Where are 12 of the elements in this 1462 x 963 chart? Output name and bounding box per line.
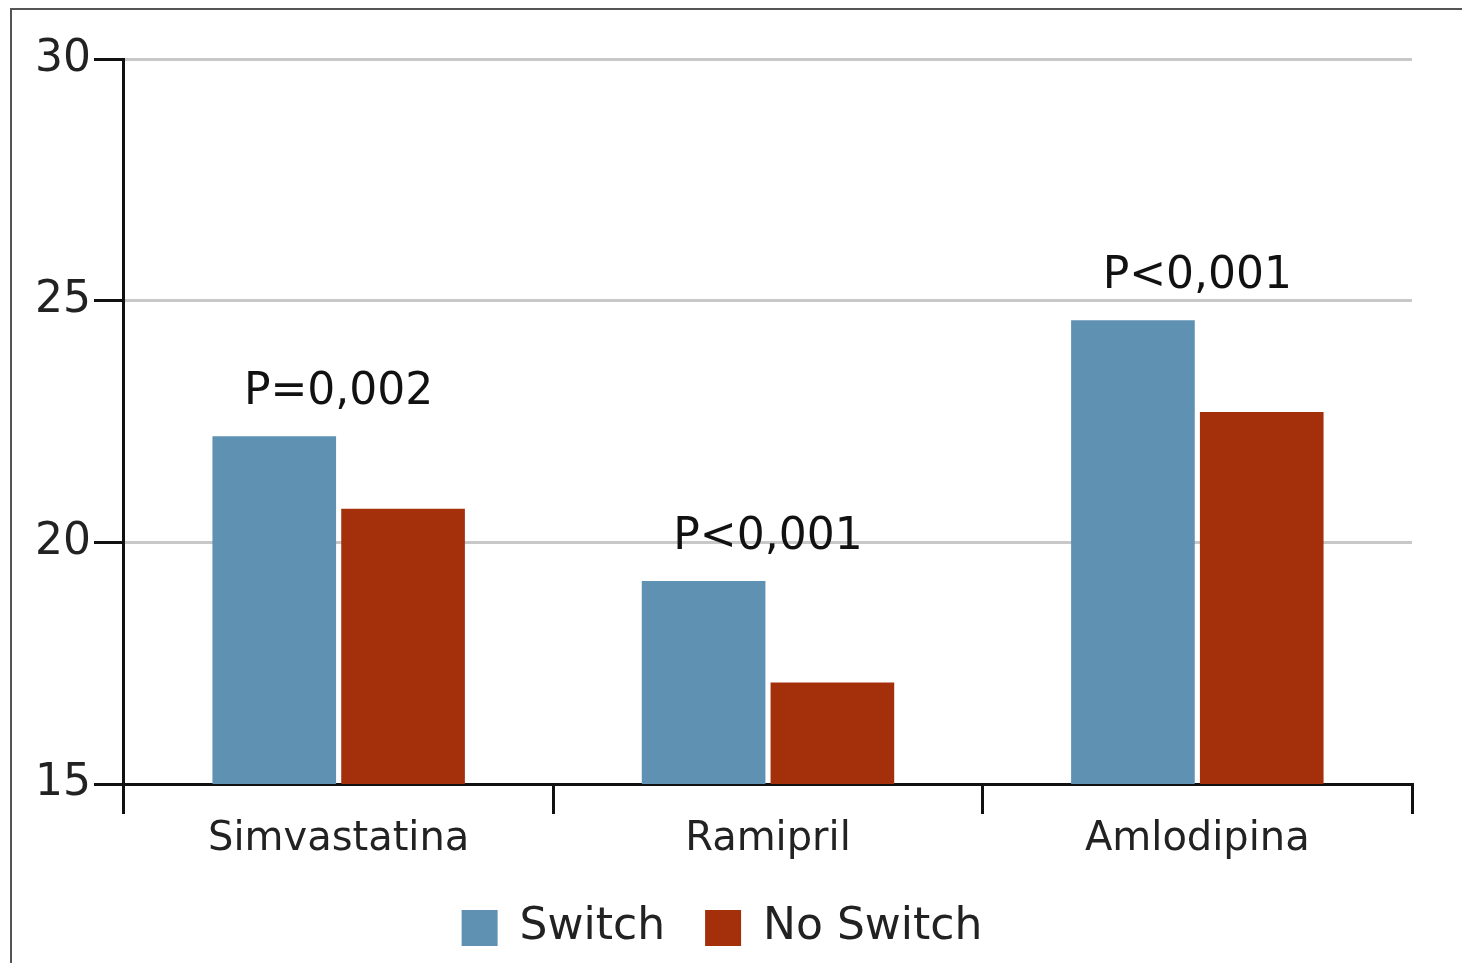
legend-label: Switch: [519, 898, 666, 950]
annotation: P=0,002: [243, 362, 434, 414]
y-tick-label: 20: [34, 512, 91, 564]
annotation: P<0,001: [1102, 246, 1293, 298]
y-tick-label: 25: [34, 271, 91, 323]
x-tick-label: Amlodipina: [1084, 813, 1310, 860]
y-tick-label: 30: [34, 29, 91, 81]
annotation: P<0,001: [673, 507, 863, 559]
x-tick-label: Ramipril: [685, 813, 851, 860]
x-tick-label: Simvastatina: [207, 813, 470, 860]
legend-label: No Switch: [763, 898, 983, 950]
y-tick-label: 15: [34, 754, 91, 806]
